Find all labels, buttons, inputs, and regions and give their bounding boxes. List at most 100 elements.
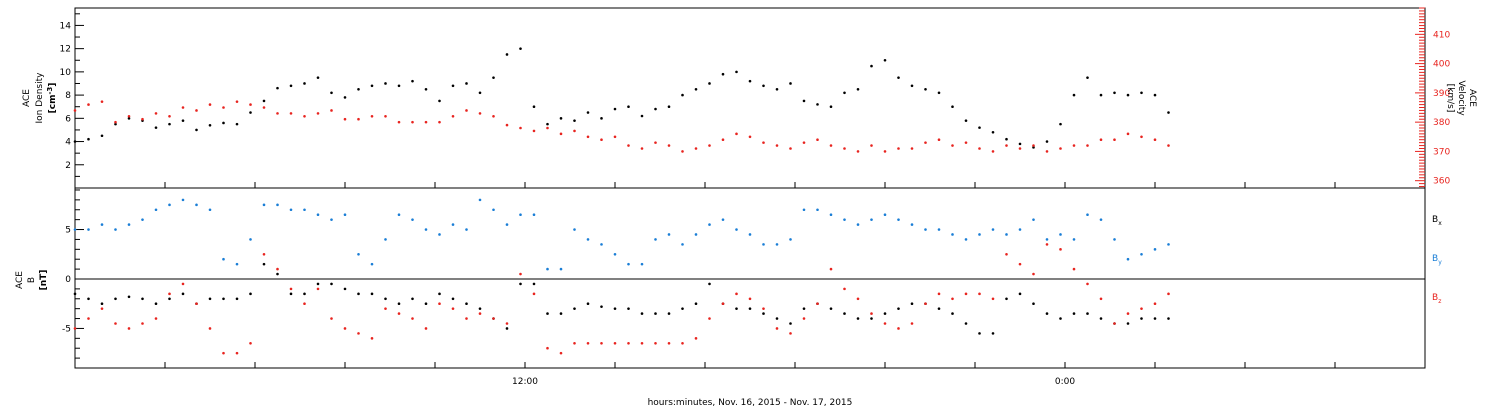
Bz-point xyxy=(667,341,671,345)
density-point xyxy=(370,84,374,88)
Bx-point xyxy=(1126,322,1130,325)
By-point xyxy=(195,203,198,207)
Bz-point xyxy=(910,322,914,325)
density-point xyxy=(451,84,455,88)
By-point xyxy=(748,233,752,236)
density-point xyxy=(978,126,981,129)
Bx-point xyxy=(1005,297,1008,301)
velocity-point xyxy=(1032,144,1035,147)
Bx-point xyxy=(73,292,77,296)
velocity-tick-label: 390 xyxy=(1433,89,1450,99)
By-point xyxy=(897,218,900,221)
velocity-point xyxy=(370,114,374,118)
Bx-point xyxy=(1099,317,1103,320)
Bz-point xyxy=(600,341,603,345)
density-point xyxy=(559,117,563,120)
velocity-point xyxy=(951,144,954,147)
density-point xyxy=(870,64,873,68)
density-point xyxy=(1126,93,1130,97)
field-axis-ticks: -5 0 5 xyxy=(62,189,1425,369)
By-point xyxy=(573,228,576,231)
Bz-point xyxy=(1045,243,1049,246)
By-point xyxy=(762,243,765,246)
velocity-point xyxy=(451,114,455,118)
By-point xyxy=(1059,233,1062,236)
Bz-point xyxy=(168,292,171,296)
By-point xyxy=(964,238,968,241)
field-label-line2: B xyxy=(27,277,37,283)
density-point xyxy=(1113,91,1116,95)
By-point xyxy=(276,203,279,207)
By-point xyxy=(397,213,401,217)
By-point xyxy=(1018,228,1022,231)
By-point xyxy=(249,238,252,241)
By-point xyxy=(856,223,860,226)
Bz-point xyxy=(181,282,185,286)
legend-bx: Bx xyxy=(1432,215,1442,227)
By-point xyxy=(978,233,981,236)
density-point xyxy=(114,122,117,126)
Bz-point xyxy=(654,341,657,345)
velocity-tick-label: 400 xyxy=(1433,60,1450,70)
By-point xyxy=(87,228,90,231)
velocity-point xyxy=(829,144,833,147)
density-point xyxy=(708,82,711,85)
Bx-point xyxy=(505,327,509,330)
Bz-point xyxy=(843,287,846,291)
density-point xyxy=(208,123,212,127)
density-point xyxy=(1032,146,1035,149)
velocity-tick-label: 360 xyxy=(1433,177,1450,187)
Bx-point xyxy=(1072,312,1076,315)
By-point xyxy=(708,223,711,226)
velocity-point xyxy=(843,147,846,150)
density-unit-base: [cm xyxy=(48,95,58,114)
By-point xyxy=(694,233,698,236)
Bz-point xyxy=(627,341,630,345)
By-point xyxy=(181,198,185,202)
By-point xyxy=(735,228,738,231)
field-axis-label: ACE B [nT] xyxy=(15,270,49,291)
By-point xyxy=(802,208,806,212)
density-point xyxy=(519,47,522,50)
density-label-line2: Ion Density xyxy=(35,72,45,124)
By-point xyxy=(235,262,239,266)
Bz-point xyxy=(357,332,360,335)
density-point xyxy=(1099,93,1103,97)
Bx-point xyxy=(384,297,387,301)
By-point xyxy=(870,218,873,221)
velocity-label-line2: Velocity xyxy=(1456,80,1466,116)
By-point xyxy=(1167,243,1170,246)
Bz-point xyxy=(870,312,873,315)
density-point xyxy=(276,86,279,90)
density-point xyxy=(789,82,792,85)
Bx-point xyxy=(87,297,90,301)
velocity-axis-ticks: 360 370 380 390 400 410 xyxy=(1415,7,1450,188)
bottom-panel-frame xyxy=(74,187,1426,369)
density-point xyxy=(924,87,927,91)
density-point xyxy=(330,91,333,95)
By-point xyxy=(1045,238,1049,241)
Bz-point xyxy=(937,292,941,296)
velocity-point xyxy=(100,100,104,103)
density-tick-label: 6 xyxy=(65,114,71,124)
velocity-point xyxy=(802,141,806,144)
density-point xyxy=(465,82,468,85)
Bz-point xyxy=(316,287,320,291)
Bx-point xyxy=(1153,317,1157,320)
velocity-point xyxy=(694,147,698,150)
velocity-point xyxy=(465,109,468,112)
Bx-point xyxy=(775,317,779,320)
density-tick-label: 2 xyxy=(65,161,71,171)
density-point xyxy=(249,111,252,114)
Bx-point xyxy=(600,305,603,308)
velocity-point xyxy=(519,126,522,130)
By-point xyxy=(883,213,887,217)
density-point xyxy=(964,119,968,122)
density-point xyxy=(937,91,941,95)
density-point xyxy=(951,105,954,109)
density-point xyxy=(613,107,617,111)
density-point xyxy=(87,137,90,141)
velocity-point xyxy=(397,120,401,124)
By-point xyxy=(937,228,941,231)
Bx-point xyxy=(843,312,846,315)
